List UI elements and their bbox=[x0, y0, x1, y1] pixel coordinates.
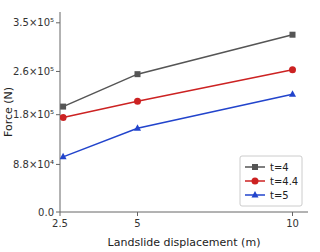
x-tick bbox=[292, 212, 293, 216]
y-tick bbox=[56, 22, 60, 23]
y-tick bbox=[56, 164, 60, 165]
y-axis-line bbox=[60, 12, 61, 212]
legend-marker bbox=[252, 178, 259, 185]
x-tick-label: 5 bbox=[134, 218, 140, 229]
point bbox=[134, 124, 141, 131]
y-axis-label: Force (N) bbox=[2, 87, 15, 137]
legend-item: t=4 bbox=[245, 162, 289, 173]
y-tick-label: 2.6×10⁵ bbox=[13, 66, 54, 77]
legend-marker bbox=[252, 164, 258, 170]
line bbox=[63, 94, 292, 157]
legend: t=4 t=4.4 t=5 bbox=[240, 156, 302, 206]
y-tick-label: 1.8×10⁵ bbox=[13, 109, 54, 120]
legend-label: t=4 bbox=[270, 162, 289, 173]
point bbox=[289, 66, 296, 73]
series bbox=[60, 90, 296, 159]
chart: 2.5 5 10 0.0 8.8×10⁴ 1.8×10⁵ 2.6×10⁵ 3.5×10⁵ Lan… bbox=[0, 0, 320, 252]
y-tick-label: 3.5×10⁵ bbox=[13, 17, 54, 28]
y-tick bbox=[56, 212, 60, 213]
point bbox=[290, 32, 296, 38]
legend-item: t=4.4 bbox=[245, 176, 298, 187]
y-tick-label: 8.8×10⁴ bbox=[13, 159, 54, 170]
point bbox=[60, 114, 67, 121]
x-axis-line bbox=[60, 212, 308, 213]
x-tick-label: 10 bbox=[286, 218, 299, 229]
line bbox=[63, 70, 292, 118]
point bbox=[135, 71, 141, 77]
point bbox=[60, 104, 66, 110]
x-tick bbox=[60, 212, 61, 216]
y-tick bbox=[56, 114, 60, 115]
line bbox=[63, 35, 292, 107]
point bbox=[60, 153, 67, 160]
plot-area bbox=[60, 32, 296, 160]
legend-label: t=4.4 bbox=[270, 176, 298, 187]
legend-box bbox=[240, 156, 302, 206]
y-tick-label: 0.0 bbox=[38, 207, 54, 218]
x-tick bbox=[137, 212, 138, 216]
y-tick bbox=[56, 71, 60, 72]
point bbox=[134, 98, 141, 105]
legend-label: t=5 bbox=[270, 190, 289, 201]
series bbox=[60, 66, 296, 121]
point bbox=[289, 90, 296, 97]
axes: 2.5 5 10 0.0 8.8×10⁴ 1.8×10⁵ 2.6×10⁵ 3.5×10⁵ bbox=[13, 12, 308, 229]
legend-marker bbox=[252, 191, 259, 198]
x-tick-label: 2.5 bbox=[52, 218, 68, 229]
series bbox=[60, 32, 295, 110]
legend-item: t=5 bbox=[245, 190, 289, 201]
x-axis-label: Landslide displacement (m) bbox=[108, 236, 261, 249]
